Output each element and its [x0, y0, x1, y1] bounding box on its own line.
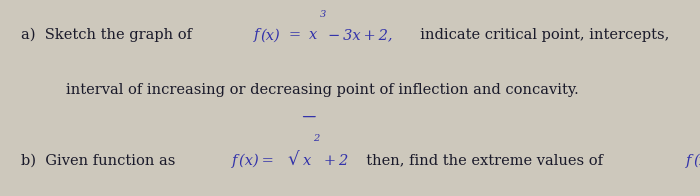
Text: − 3x + 2,: − 3x + 2, [328, 28, 393, 42]
Text: x: x [303, 154, 311, 168]
Text: a)  Sketch the graph of: a) Sketch the graph of [21, 28, 202, 42]
Text: (x) =: (x) = [239, 154, 276, 168]
Text: b)  Given function as: b) Given function as [21, 154, 185, 168]
Text: 3: 3 [320, 10, 326, 19]
Text: f: f [232, 154, 237, 168]
Text: x: x [309, 28, 318, 42]
Text: 2: 2 [314, 134, 320, 143]
Text: f: f [686, 154, 692, 168]
Text: √: √ [288, 151, 300, 169]
Text: then, find the extreme values of: then, find the extreme values of [356, 154, 612, 168]
Text: f: f [253, 28, 259, 42]
Text: + 2: + 2 [321, 154, 349, 168]
Text: interval of increasing or decreasing point of inflection and concavity.: interval of increasing or decreasing poi… [66, 83, 580, 97]
Text: indicate critical point, intercepts,: indicate critical point, intercepts, [411, 28, 669, 42]
Text: (x): (x) [260, 28, 280, 42]
Text: (x).: (x). [693, 154, 700, 168]
Text: =: = [286, 28, 304, 42]
